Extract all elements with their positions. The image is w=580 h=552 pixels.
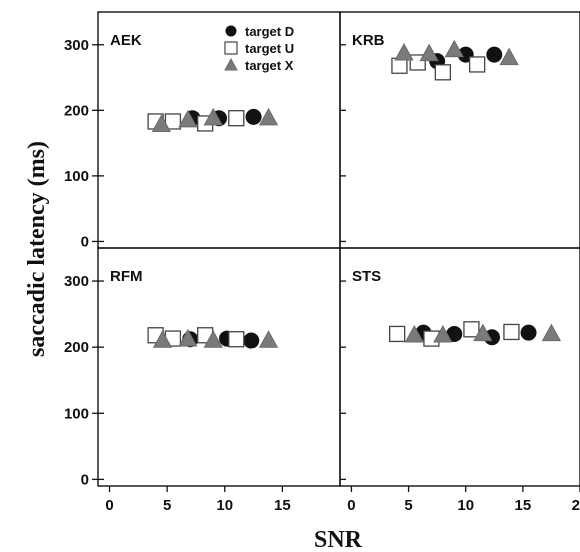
series-target-x [394,39,519,66]
y-tick-label: 300 [64,37,89,54]
x-tick-label: 15 [515,497,532,514]
data-point [419,43,439,62]
data-point [444,39,464,58]
legend-label: target U [245,41,294,56]
series-target-x [151,107,279,132]
x-tick-label: 0 [347,497,355,514]
panel-sts: 0 5 10 15 20 STS [339,247,580,514]
panel-label: STS [352,268,381,285]
data-point [151,114,172,132]
legend-marker [224,57,238,71]
data-point [164,113,182,130]
data-point [434,64,452,81]
data-point [178,328,198,347]
y-tick-label: 100 [64,168,89,185]
x-tick-label: 15 [274,497,291,514]
data-point [178,109,198,128]
data-point [520,324,537,341]
data-point [433,324,453,343]
data-point [258,330,279,348]
data-point [152,330,173,348]
data-point [245,108,262,125]
data-point [203,330,223,348]
x-tick-label: 5 [163,497,171,514]
y-tick-label: 200 [64,339,89,356]
x-tick-label: 0 [105,497,113,514]
data-point [503,323,520,341]
panel-label: KRB [352,32,385,49]
panel-aek: 0 100 200 300 AEK target D target U target X [64,11,341,250]
panel-rfm: 0 100 200 300 0 5 10 15 RFM [64,247,341,514]
y-tick-label: 200 [64,102,89,119]
data-point [486,46,503,63]
panel-label: RFM [110,268,143,285]
panel-krb: KRB [339,11,580,249]
data-point [228,331,245,348]
legend-label: target D [245,24,294,39]
y-tick-label: 0 [81,471,89,488]
x-tick-label: 10 [457,497,474,514]
x-tick-label: 20 [572,497,580,514]
legend-marker [225,25,237,37]
legend-marker [224,41,238,55]
legend: target D target U target X [224,24,294,73]
y-tick-label: 0 [81,233,89,250]
x-tick-label: 5 [404,497,412,514]
series-target-x [404,323,562,343]
panel-label: AEK [110,32,142,49]
series-target-d [184,108,262,127]
data-point [499,47,519,66]
data-point [404,324,424,343]
y-tick-label: 300 [64,273,89,290]
series-target-x [152,328,279,348]
data-point [388,325,406,343]
panel-frame [339,247,580,487]
data-point [258,107,279,126]
data-point [463,321,480,338]
data-point [468,56,486,73]
y-axis-title: saccadic latency (ms) [24,141,50,357]
data-point [541,323,562,342]
y-tick-label: 100 [64,405,89,422]
data-point [473,323,493,342]
x-axis-title: SNR [314,527,363,552]
series-target-u [391,54,486,81]
data-point [203,107,223,126]
legend-label: target X [245,58,294,73]
x-tick-label: 10 [216,497,233,514]
data-point [228,110,245,127]
data-point [243,332,260,349]
data-point [394,42,414,61]
